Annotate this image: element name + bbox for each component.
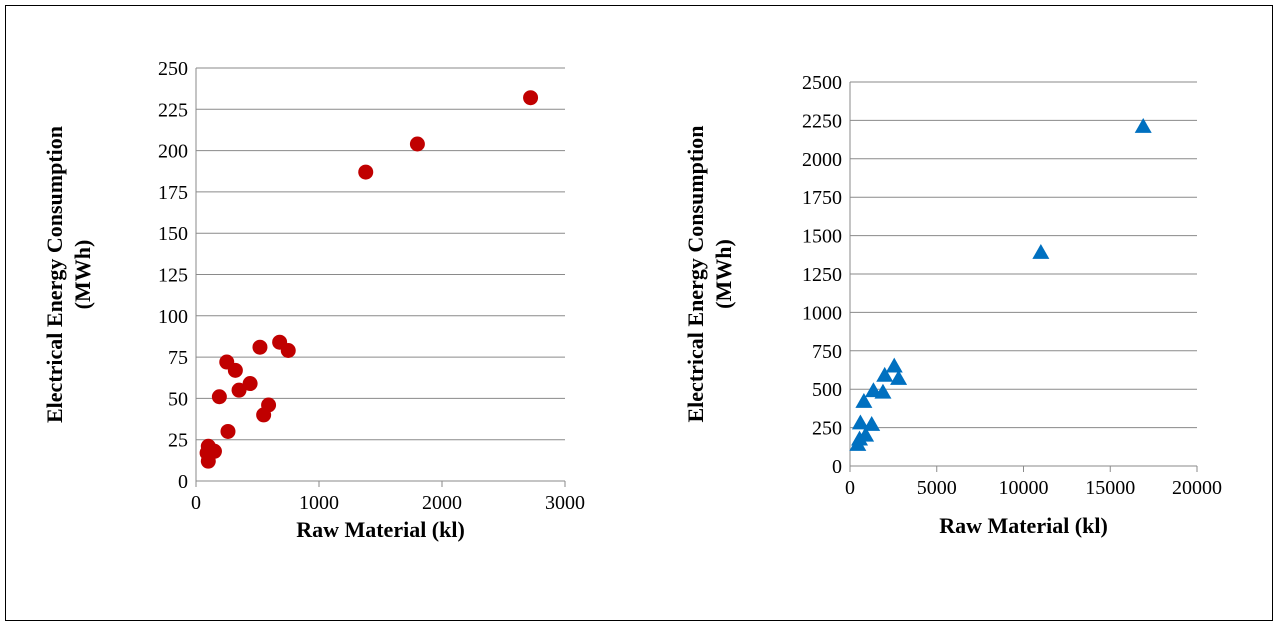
y-tick-label: 75 xyxy=(168,347,188,369)
x-tick-label: 0 xyxy=(191,492,201,514)
data-point xyxy=(523,90,539,106)
data-point xyxy=(231,382,247,398)
data-point xyxy=(227,362,243,378)
data-point xyxy=(851,414,869,430)
y-tick-label: 500 xyxy=(812,379,842,401)
x-tick-label: 5000 xyxy=(917,477,957,499)
x-axis-label: Raw Material (kl) xyxy=(296,517,465,542)
data-point xyxy=(211,389,227,405)
y-tick-label: 0 xyxy=(832,456,842,478)
y-axis-label: Electrical Energy Consumption xyxy=(42,126,67,423)
y-tick-label: 1750 xyxy=(802,187,842,209)
y-tick-label: 125 xyxy=(158,265,188,287)
x-tick-label: 15000 xyxy=(1085,477,1135,499)
data-point xyxy=(874,383,892,399)
x-tick-label: 1000 xyxy=(299,492,339,514)
data-point xyxy=(358,164,374,180)
y-tick-label: 200 xyxy=(158,141,188,163)
y-tick-label: 25 xyxy=(168,430,188,452)
y-tick-label: 2500 xyxy=(802,72,842,94)
y-tick-label: 2000 xyxy=(802,149,842,171)
y-tick-label: 50 xyxy=(168,388,188,410)
scatter-chart-right: 0 250 500 750 1000 1250 1500 1750 2000 2250 2500 0 5… xyxy=(683,72,1222,538)
y-axis-label-unit: (MWh) xyxy=(70,240,95,310)
x-tick-label: 10000 xyxy=(999,477,1049,499)
data-point xyxy=(242,376,258,392)
y-tick-label: 750 xyxy=(812,341,842,363)
y-axis-label: Electrical Energy Consumption xyxy=(683,126,708,423)
x-axis-label: Raw Material (kl) xyxy=(939,513,1108,538)
x-tick-label: 20000 xyxy=(1172,477,1222,499)
y-axis-label-unit: (MWh) xyxy=(711,239,736,309)
data-point xyxy=(280,342,296,358)
x-tick-label: 3000 xyxy=(545,492,585,514)
scatter-chart-left: 0 25 50 75 100 125 150 175 200 225 250 0 1000 2000 300… xyxy=(42,58,585,542)
data-point xyxy=(876,366,894,382)
y-tick-label: 1000 xyxy=(802,302,842,324)
data-point xyxy=(1134,118,1152,133)
data-point xyxy=(857,426,875,442)
y-tick-label: 1250 xyxy=(802,264,842,286)
figure-frame xyxy=(5,5,1273,621)
y-tick-label: 225 xyxy=(158,99,188,121)
y-tick-label: 2250 xyxy=(802,110,842,132)
y-tick-label: 100 xyxy=(158,306,188,328)
y-tick-label: 250 xyxy=(158,58,188,80)
data-point xyxy=(855,392,873,408)
data-point xyxy=(220,423,236,439)
y-tick-label: 250 xyxy=(812,418,842,440)
data-point xyxy=(252,339,268,355)
x-tick-label: 2000 xyxy=(422,492,462,514)
y-tick-label: 175 xyxy=(158,182,188,204)
y-tick-label: 150 xyxy=(158,223,188,245)
y-tick-label: 1500 xyxy=(802,226,842,248)
data-point xyxy=(885,357,903,373)
data-point xyxy=(1032,243,1050,259)
data-point xyxy=(890,369,908,385)
data-point xyxy=(261,397,277,413)
data-point xyxy=(409,136,425,152)
x-tick-label: 0 xyxy=(845,477,855,499)
y-tick-label: 0 xyxy=(178,471,188,493)
data-point xyxy=(200,453,216,469)
data-point xyxy=(863,416,881,431)
